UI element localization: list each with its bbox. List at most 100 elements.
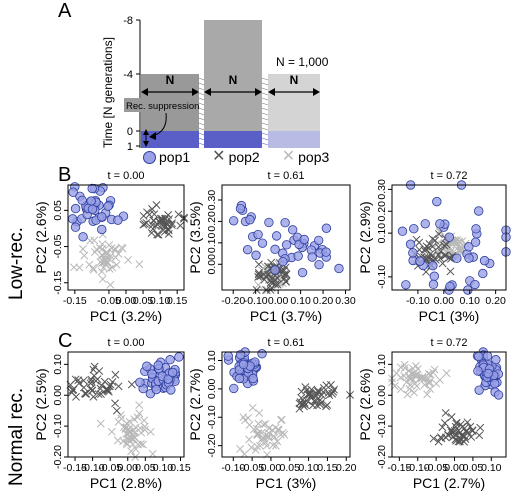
pop2-point [127,380,136,389]
pop1-point [415,256,425,266]
n-label-2: N [229,73,238,87]
migration-lines [198,77,269,146]
x-tick-label: 0.05 [133,295,154,307]
pop3-point [241,416,250,425]
pop3-point [412,382,421,391]
pop1-point [238,359,249,370]
pop3-point [112,260,121,269]
pca-plot-3: t = 0.72-0.10 0.10 0.200.00-0.100.100.200.… [357,170,511,324]
pop1-point [490,378,500,389]
pop3-point [98,245,107,253]
pop3-point [253,429,262,438]
y-tick-label: -0.20 [206,434,218,458]
pop3-point [400,364,409,372]
pop3-point [98,256,107,264]
pop3-point [268,426,277,434]
pop1-point [70,203,81,214]
plot-frame [221,184,351,291]
y-tick-label: 0.10 [376,354,388,375]
pop2-point [440,251,449,260]
pop3-point [111,253,120,262]
pop2-point [149,224,157,233]
pop2-point [438,259,447,268]
y-tick-label: 0.00 [206,379,218,400]
pop1-point [67,214,78,224]
points [67,182,188,289]
pop2-point [424,253,433,262]
pop2-point [436,433,445,442]
pop1-point [432,196,442,207]
pop2-point [422,245,431,254]
pop2-point [475,431,484,440]
points [397,180,511,295]
pop1-point [223,351,233,361]
pop1-point [251,250,261,260]
pop1-marker-icon [143,150,156,164]
x-tick-label: 0.10 [153,462,174,474]
plot-title: t = 0.61 [267,337,304,349]
pop2-point [428,234,437,243]
pop1-point [464,242,474,252]
pop2-point [260,275,269,284]
pop2-point [161,221,170,230]
y-tick-label: -0.10 [376,265,388,289]
pop1-point [405,239,416,249]
y-tick-label: 0.00 [52,385,64,406]
pop2-point [72,392,80,401]
pca-plot-5: t = 0.61 -0.10 0.00 0.10 0.20 -0.05 0.05 0.15 -0… [187,337,357,491]
pop2-point [301,400,310,409]
x-tick-label: 0.30 [335,295,356,307]
pop3-point [249,425,258,434]
pop3-point [404,371,413,380]
pop2-point [436,254,445,263]
pop3-point [274,426,283,435]
y-tick-label: -0.20 [52,445,64,469]
pop2-point [322,402,330,411]
pop3-point [127,434,136,443]
pop3-point [127,447,136,456]
plot-title: t = 0.00 [107,170,144,182]
pop2-point [308,401,317,410]
pop2-point [282,277,291,286]
pop1-point [482,351,493,361]
x-tick-label: -0.05 [98,462,122,474]
pop1-point [408,248,418,258]
pop2-point [450,426,459,435]
pop2-point [317,391,326,400]
pop2-point [431,236,440,245]
x-axis-title: PC1 (3%) [419,308,480,324]
x-tick-label: 0.20 [485,295,506,307]
x-axis-title: PC1 (3.2%) [90,308,162,324]
pop2-point [440,419,449,427]
pop3-point [396,385,405,394]
pop2-point [328,389,337,398]
pop2-point [74,376,83,385]
pop3-point [107,244,116,253]
pop2-point [94,390,103,399]
pop1-point [483,368,493,379]
pop1-point [478,268,488,279]
pop2-point [295,404,304,413]
x-tick-label: 0.05 [463,462,484,474]
pop1-point [470,279,480,290]
pop2-point [89,365,98,374]
legend-pop3: ✕ pop3 [282,149,330,166]
pop3-point [424,369,433,378]
pop3-point [273,437,282,446]
y-tick-label: -0.10 [206,405,218,429]
pop2-point [304,390,313,399]
x-axis-title: PC1 (2.7%) [413,475,485,491]
pop3-point [278,428,287,437]
pop3-point [420,380,429,389]
pop1-point [271,231,282,241]
pop3-point [131,445,140,454]
y-axis-title: PC2 (2.7%) [187,368,203,440]
pop3-point [97,267,106,276]
pop3-point [402,378,411,387]
pop2-point [168,219,176,228]
pop3-point [423,390,432,399]
pop3-point [124,425,133,434]
x-tick-label: -0.10 [244,295,268,307]
legend-pop3-label: pop3 [298,149,330,165]
pop2-bar [204,20,262,131]
